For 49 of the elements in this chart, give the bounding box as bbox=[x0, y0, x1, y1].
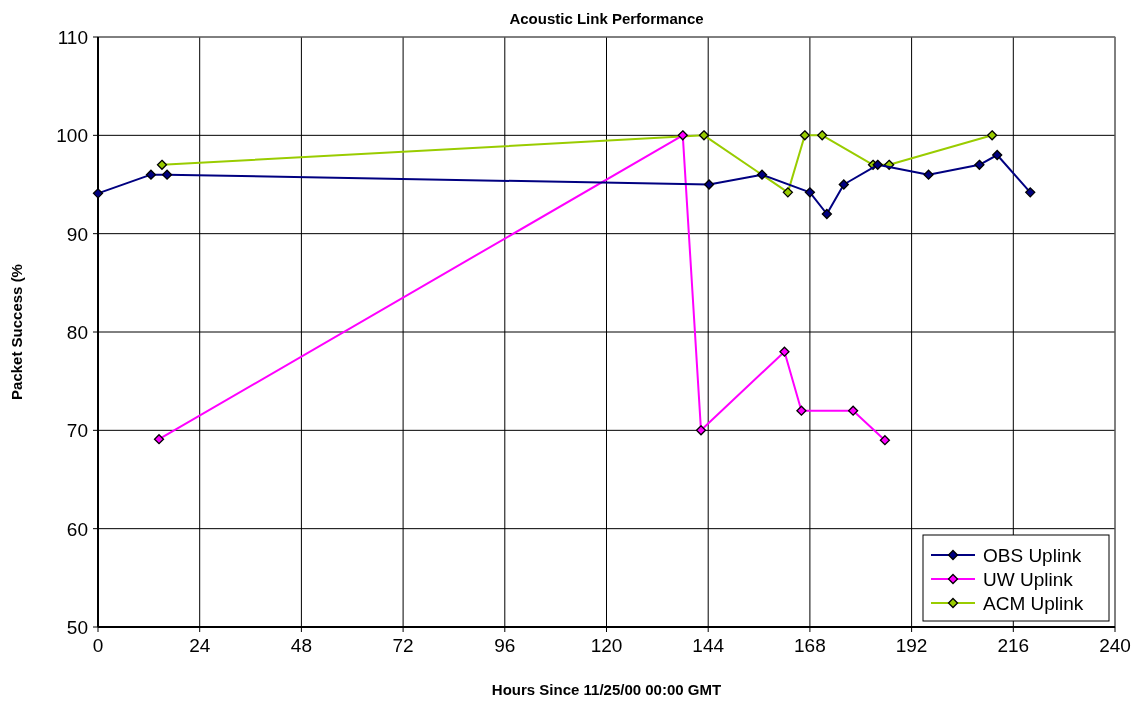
y-tick-label: 80 bbox=[66, 322, 88, 343]
point bbox=[153, 434, 165, 445]
x-tick-label: 144 bbox=[692, 635, 725, 656]
legend-label: ACM Uplink bbox=[983, 593, 1084, 614]
x-tick-label: 24 bbox=[189, 635, 211, 656]
x-axis-title: Hours Since 11/25/00 00:00 GMT bbox=[491, 681, 722, 698]
x-tick-label: 48 bbox=[290, 635, 312, 656]
point bbox=[796, 405, 807, 416]
point bbox=[92, 188, 104, 199]
point bbox=[974, 159, 985, 170]
y-tick-label: 60 bbox=[66, 518, 88, 540]
x-tick-label: 72 bbox=[392, 635, 414, 656]
x-tick-label: 240 bbox=[1099, 635, 1131, 656]
legend-label: UW Uplink bbox=[983, 569, 1074, 590]
point bbox=[677, 130, 688, 141]
point bbox=[817, 130, 828, 141]
point bbox=[161, 169, 173, 180]
x-tick-label: 120 bbox=[590, 635, 623, 656]
point bbox=[838, 179, 849, 190]
y-tick-label: 110 bbox=[57, 27, 88, 48]
point bbox=[872, 159, 883, 170]
x-tick-label: 216 bbox=[997, 635, 1030, 656]
point bbox=[879, 435, 891, 446]
point bbox=[1025, 187, 1036, 198]
y-tick-label: 70 bbox=[66, 420, 88, 442]
point bbox=[156, 159, 168, 170]
point bbox=[804, 187, 816, 198]
x-tick-label: 0 bbox=[92, 635, 104, 656]
y-tick-label: 90 bbox=[66, 223, 88, 245]
point bbox=[992, 149, 1003, 161]
point bbox=[782, 187, 794, 198]
point bbox=[821, 208, 832, 220]
legend-label: OBS Uplink bbox=[983, 545, 1082, 566]
point bbox=[698, 130, 710, 141]
point bbox=[756, 169, 768, 180]
point bbox=[145, 169, 157, 180]
x-tick-label: 192 bbox=[895, 635, 928, 656]
point bbox=[799, 130, 810, 141]
point bbox=[695, 425, 707, 436]
point bbox=[847, 405, 859, 416]
x-tick-label: 168 bbox=[794, 635, 826, 656]
y-axis-title: Packet Success (% bbox=[8, 264, 25, 400]
point bbox=[986, 130, 998, 141]
y-tick-label: 50 bbox=[66, 617, 88, 638]
point bbox=[779, 346, 790, 357]
point bbox=[923, 169, 934, 180]
chart-title: Acoustic Link Performance bbox=[509, 10, 704, 27]
y-tick-label: 100 bbox=[56, 125, 88, 147]
x-tick-label: 96 bbox=[494, 635, 516, 656]
